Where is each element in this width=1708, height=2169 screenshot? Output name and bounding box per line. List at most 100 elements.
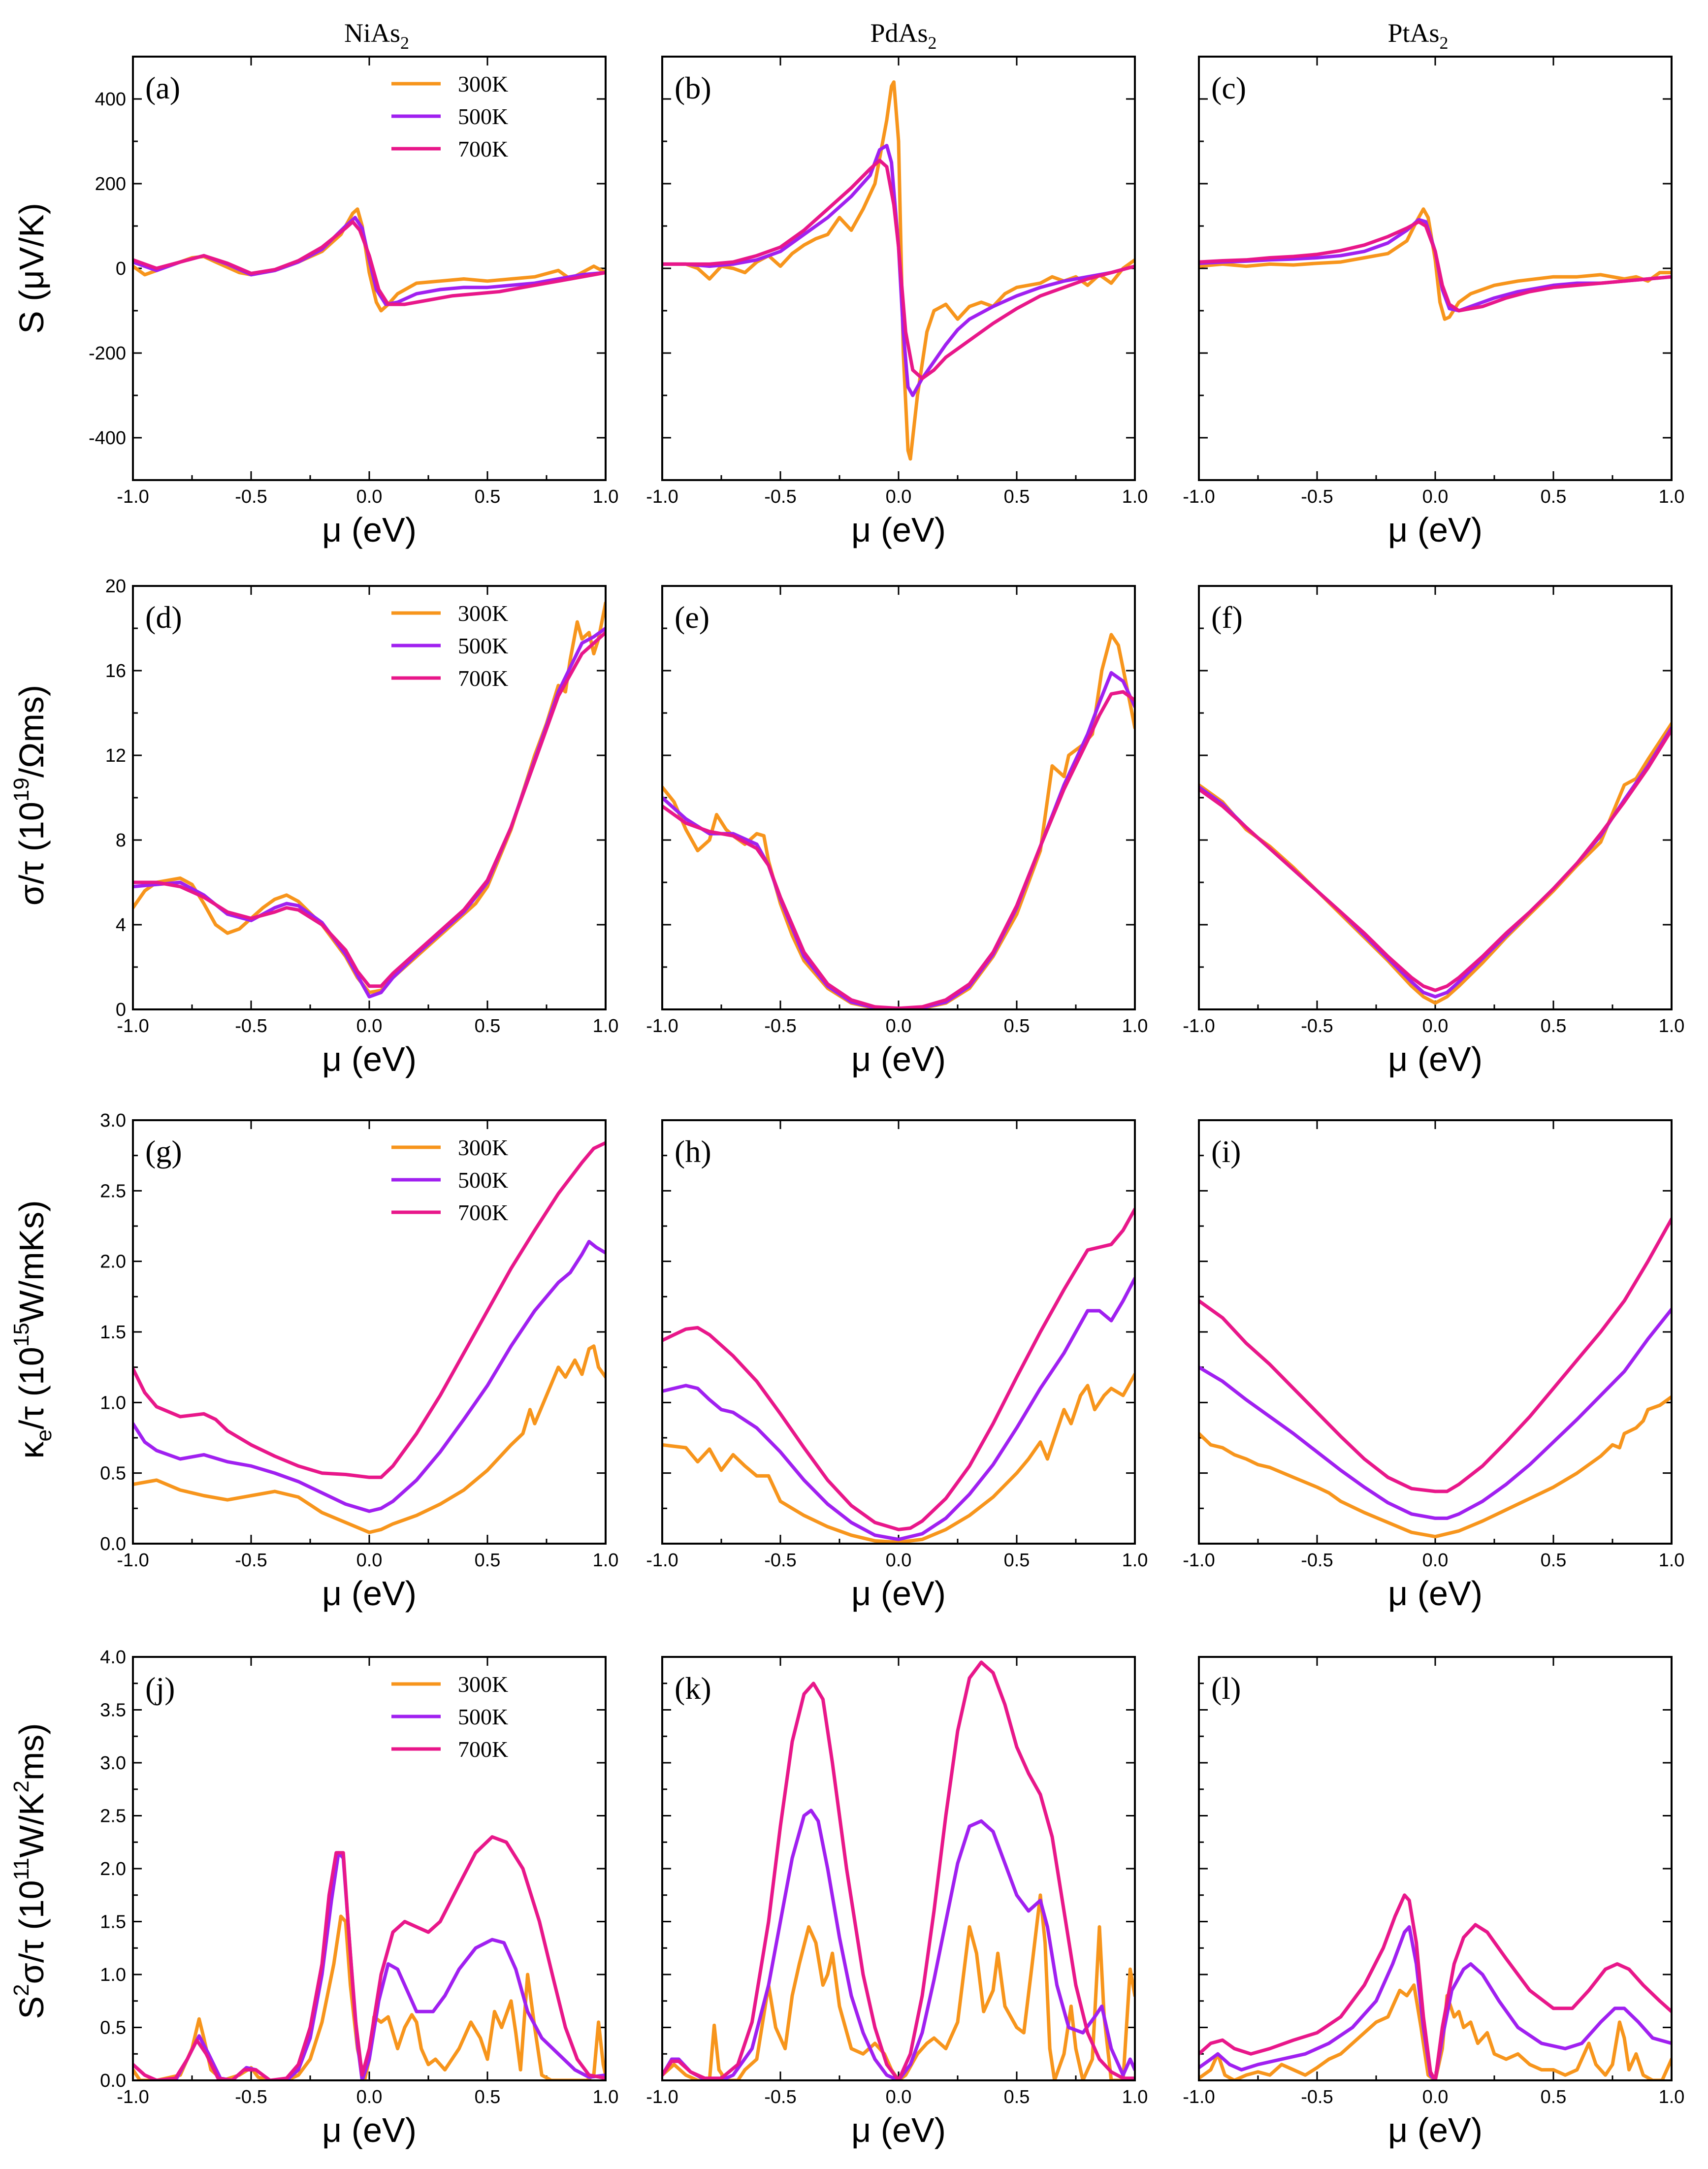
legend-label: 500K: [458, 1167, 508, 1193]
plot-frame: [1198, 56, 1673, 481]
x-axis-title: μ (eV): [1388, 511, 1482, 549]
plot-frame: [132, 1119, 607, 1545]
y-tick-label: 1.0: [100, 1392, 126, 1413]
x-axis-title: μ (eV): [322, 1040, 417, 1078]
series-line-700K: [133, 631, 606, 988]
plot-frame: [132, 1656, 607, 2081]
series-line-700K: [1199, 1217, 1672, 1493]
series-line-700K: [133, 220, 606, 306]
x-tick-label: -0.5: [1301, 486, 1333, 507]
x-tick-label: 0.0: [886, 1016, 912, 1036]
x-tick-label: 1.0: [1122, 486, 1148, 507]
x-tick-label: 1.0: [1122, 1550, 1148, 1571]
series-line-500K: [133, 1240, 606, 1513]
x-tick-label: -1.0: [117, 1016, 149, 1036]
plot-frame: [1198, 1119, 1673, 1545]
x-tick-label: 1.0: [1122, 1016, 1148, 1036]
x-tick-label: 0.0: [356, 2087, 383, 2107]
series-line-300K: [133, 1344, 606, 1534]
y-axis-title-thermal: κe/τ (1015W/mKs): [9, 1200, 56, 1459]
series-line-300K: [1199, 1395, 1672, 1539]
x-tick-label: -0.5: [764, 486, 796, 507]
y-tick-label: 2.0: [100, 1252, 126, 1272]
x-tick-label: 0.0: [1422, 1550, 1449, 1571]
plot-frame: [132, 56, 607, 481]
y-tick-label: 8: [116, 830, 126, 851]
panel-label: (c): [1211, 70, 1246, 105]
x-tick-label: 1.0: [1659, 1016, 1685, 1036]
panel-label: (k): [675, 1671, 711, 1706]
x-tick-label: 1.0: [1122, 2087, 1148, 2107]
x-tick-label: 0.0: [886, 2087, 912, 2107]
x-tick-label: 0.0: [886, 1550, 912, 1571]
legend-label: 500K: [458, 104, 508, 129]
panel-label: (j): [145, 1671, 175, 1706]
plot-frame: [1198, 1656, 1673, 2081]
column-title-pdAs2: PdAs2: [870, 18, 936, 53]
series-line-300K: [1199, 1983, 1672, 2080]
y-axis-title-power-factor: S2σ/τ (1011W/K2ms): [9, 1723, 51, 2019]
panel-j: -1.0 -0.5 0.0 0.5 1.0 0.0 0.5 1.0 1.5 2.0 2.5 3.0 3.…: [100, 1647, 618, 2149]
x-tick-label: -0.5: [764, 1016, 796, 1036]
y-tick-label: 2.0: [100, 1859, 126, 1879]
series-group: [133, 1141, 606, 1534]
panel-d: -1.0 -0.5 0.0 0.5 1.0 0 4 8 12 16 20 (d) 300K 500K 700…: [105, 576, 619, 1078]
x-tick-label: 0.5: [1004, 1016, 1030, 1036]
series-group: [1199, 207, 1672, 321]
x-tick-label: 0.5: [1541, 1016, 1567, 1036]
panel-a: -1.0 -0.5 0.0 0.5 1.0 -400 -200 0 200 400 (a) 300K 5…: [89, 56, 619, 549]
x-tick-label: 0.5: [475, 1016, 501, 1036]
y-tick-label: 400: [95, 89, 126, 110]
series-group: [662, 1207, 1135, 1544]
x-axis-title: μ (eV): [1388, 2111, 1482, 2149]
x-tick-label: -1.0: [646, 1550, 678, 1571]
y-tick-label: 4.0: [100, 1647, 126, 1668]
x-axis-title: μ (eV): [851, 511, 946, 549]
column-title-ptAs2: PtAs2: [1387, 18, 1448, 53]
y-axis-title-conductivity: σ/τ (1019/Ωms): [9, 685, 51, 906]
x-tick-label: -1.0: [646, 1016, 678, 1036]
plot-frame: [661, 1656, 1136, 2081]
y-tick-label: 1.5: [100, 1912, 126, 1933]
series-line-700K: [1199, 1893, 1672, 2080]
y-tick-label: 4: [116, 915, 126, 936]
panel-label: (l): [1211, 1671, 1241, 1706]
x-tick-label: 1.0: [593, 486, 619, 507]
series-line-700K: [1199, 728, 1672, 992]
series-line-700K: [1199, 220, 1672, 313]
panel-i: -1.0 -0.5 0.0 0.5 1.0 (i) μ (eV): [1183, 1119, 1684, 1613]
x-tick-label: -0.5: [1301, 2087, 1333, 2107]
panel-label: (i): [1211, 1134, 1241, 1169]
y-tick-label: 16: [105, 661, 126, 681]
series-line-500K: [662, 1809, 1135, 2080]
series-line-300K: [133, 601, 606, 995]
x-tick-label: 0.5: [1541, 2087, 1567, 2107]
x-axis-title: μ (eV): [322, 1574, 417, 1613]
panel-h: -1.0 -0.5 0.0 0.5 1.0 (h) μ (eV): [646, 1119, 1148, 1613]
x-tick-label: 0.0: [1422, 2087, 1449, 2107]
panel-f: -1.0 -0.5 0.0 0.5 1.0 (f) μ (eV): [1183, 585, 1685, 1078]
x-tick-label: 0.5: [1004, 2087, 1030, 2107]
series-line-500K: [662, 144, 1135, 397]
panel-label: (g): [145, 1134, 182, 1169]
x-tick-label: -1.0: [1183, 2087, 1215, 2107]
panel-label: (b): [675, 70, 711, 105]
x-tick-label: 0.5: [1004, 1550, 1030, 1571]
panel-e: -1.0 -0.5 0.0 0.5 1.0 (e) μ (eV): [646, 585, 1148, 1078]
x-tick-label: 1.0: [593, 2087, 619, 2107]
y-axis-title-seebeck: S (μV/K): [12, 203, 51, 334]
series-line-500K: [1199, 1307, 1672, 1520]
series-line-700K: [662, 1660, 1135, 2080]
x-tick-label: 1.0: [593, 1550, 619, 1571]
y-tick-label: 3.0: [100, 1753, 126, 1774]
x-tick-label: -0.5: [235, 1550, 267, 1571]
x-tick-label: 0.5: [475, 2087, 501, 2107]
x-axis-title: μ (eV): [851, 1040, 946, 1078]
series-group: [1199, 1217, 1672, 1539]
x-tick-label: 0.5: [1541, 486, 1567, 507]
x-tick-label: -1.0: [1183, 486, 1215, 507]
y-tick-label: 1.5: [100, 1322, 126, 1343]
y-tick-label: 0.0: [100, 2071, 126, 2091]
legend-label: 500K: [458, 633, 508, 658]
